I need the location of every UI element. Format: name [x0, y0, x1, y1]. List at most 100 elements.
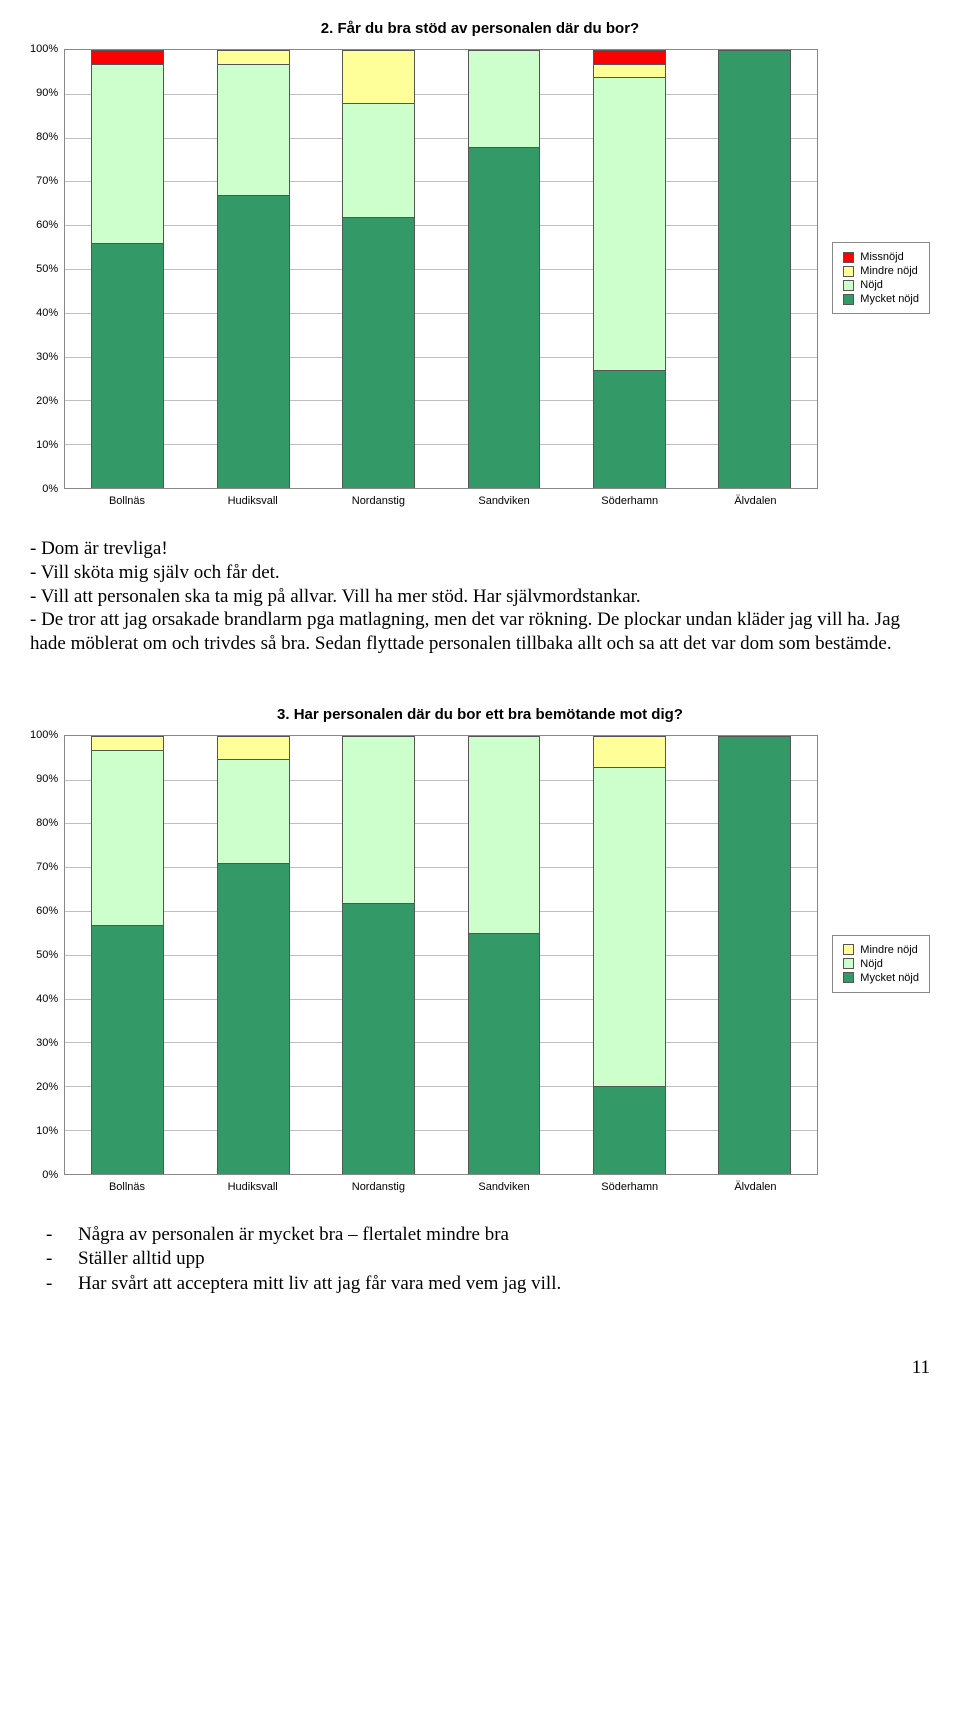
bullet-list: -Några av personalen är mycket bra – fle…	[46, 1223, 930, 1297]
bar-segment	[343, 737, 414, 903]
bar	[593, 736, 666, 1174]
x-axis-label: Älvdalen	[693, 1181, 819, 1193]
bar-segment	[92, 925, 163, 1174]
bar-slot	[692, 50, 817, 488]
chart-1-y-axis: 100%90%80%70%60%50%40%30%20%10%0%	[30, 49, 64, 489]
bar-segment	[343, 217, 414, 488]
legend-label: Nöjd	[860, 279, 883, 291]
bar-segment	[343, 903, 414, 1174]
legend-swatch	[843, 972, 854, 983]
body-paragraph: - Dom är trevliga! - Vill sköta mig själ…	[30, 537, 910, 656]
legend-label: Mycket nöjd	[860, 293, 919, 305]
bar-segment	[594, 737, 665, 768]
bar	[91, 736, 164, 1174]
body-paragraph-text: - Dom är trevliga! - Vill sköta mig själ…	[30, 537, 910, 656]
legend-swatch	[843, 944, 854, 955]
x-axis-label: Bollnäs	[64, 495, 190, 507]
legend-swatch	[843, 266, 854, 277]
x-axis-label: Sandviken	[441, 495, 567, 507]
page-number: 11	[30, 1357, 930, 1379]
chart-2-area: 100%90%80%70%60%50%40%30%20%10%0% Bollnä…	[30, 735, 930, 1193]
bar-slot	[567, 736, 692, 1174]
bar-slot	[65, 736, 190, 1174]
bullet-item: -Ställer alltid upp	[46, 1247, 930, 1272]
bullet-item: -Har svårt att acceptera mitt liv att ja…	[46, 1272, 930, 1297]
chart-2-legend: Mindre nöjd Nöjd Mycket nöjd	[832, 935, 930, 993]
bar-segment	[469, 147, 540, 488]
bar	[342, 736, 415, 1174]
bar-segment	[92, 51, 163, 64]
bullet-item: -Några av personalen är mycket bra – fle…	[46, 1223, 930, 1248]
legend-label: Mindre nöjd	[860, 944, 917, 956]
bar	[217, 736, 290, 1174]
bar-segment	[218, 195, 289, 488]
chart-1-plot	[64, 49, 818, 489]
bar	[468, 736, 541, 1174]
bar-segment	[218, 51, 289, 64]
bar-slot	[441, 736, 566, 1174]
legend-item: Mycket nöjd	[843, 293, 919, 305]
bar-slot	[316, 50, 441, 488]
bar	[718, 736, 791, 1174]
legend-item: Mycket nöjd	[843, 972, 919, 984]
bar-segment	[343, 103, 414, 217]
bar-segment	[594, 370, 665, 488]
chart-1-x-axis: BollnäsHudiksvallNordanstigSandvikenSöde…	[64, 495, 818, 507]
bar-slot	[567, 50, 692, 488]
bar-segment	[92, 750, 163, 925]
bar-segment	[594, 767, 665, 1086]
bar	[217, 50, 290, 488]
bar-slot	[692, 736, 817, 1174]
bullet-dash: -	[46, 1272, 78, 1297]
x-axis-label: Nordanstig	[316, 495, 442, 507]
bullet-dash: -	[46, 1223, 78, 1248]
bar-slot	[316, 736, 441, 1174]
bar	[718, 50, 791, 488]
bullet-text: Ställer alltid upp	[78, 1247, 205, 1272]
bar-slot	[191, 50, 316, 488]
chart-2-y-axis: 100%90%80%70%60%50%40%30%20%10%0%	[30, 735, 64, 1175]
bar-segment	[92, 64, 163, 243]
bar-segment	[469, 51, 540, 147]
legend-swatch	[843, 294, 854, 305]
chart-1-title: 2. Får du bra stöd av personalen där du …	[30, 20, 930, 37]
chart-2-bars	[65, 736, 817, 1174]
chart-2-title: 3. Har personalen där du bor ett bra bem…	[30, 706, 930, 723]
bullet-text: Har svårt att acceptera mitt liv att jag…	[78, 1272, 561, 1297]
legend-item: Mindre nöjd	[843, 265, 919, 277]
bar-slot	[441, 50, 566, 488]
bar-slot	[191, 736, 316, 1174]
legend-item: Nöjd	[843, 279, 919, 291]
legend-swatch	[843, 958, 854, 969]
legend-label: Nöjd	[860, 958, 883, 970]
bar-segment	[719, 737, 790, 1174]
bar-segment	[343, 51, 414, 103]
bar-segment	[218, 863, 289, 1173]
bar-segment	[594, 64, 665, 77]
legend-item: Missnöjd	[843, 251, 919, 263]
bar-segment	[218, 759, 289, 864]
bar-segment	[218, 64, 289, 195]
bullet-text: Några av personalen är mycket bra – fler…	[78, 1223, 509, 1248]
chart-2: 3. Har personalen där du bor ett bra bem…	[30, 706, 930, 1193]
chart-1-legend: Missnöjd Mindre nöjd Nöjd Mycket nöjd	[832, 242, 930, 314]
bar	[91, 50, 164, 488]
x-axis-label: Sandviken	[441, 1181, 567, 1193]
x-axis-label: Nordanstig	[316, 1181, 442, 1193]
legend-item: Mindre nöjd	[843, 944, 919, 956]
bar-segment	[594, 51, 665, 64]
legend-label: Missnöjd	[860, 251, 903, 263]
chart-1: 2. Får du bra stöd av personalen där du …	[30, 20, 930, 507]
legend-swatch	[843, 252, 854, 263]
chart-2-plot	[64, 735, 818, 1175]
legend-item: Nöjd	[843, 958, 919, 970]
chart-2-x-axis: BollnäsHudiksvallNordanstigSandvikenSöde…	[64, 1181, 818, 1193]
bar-segment	[594, 1086, 665, 1173]
bar-segment	[218, 737, 289, 759]
chart-1-bars	[65, 50, 817, 488]
x-axis-label: Bollnäs	[64, 1181, 190, 1193]
x-axis-label: Älvdalen	[693, 495, 819, 507]
x-axis-label: Hudiksvall	[190, 1181, 316, 1193]
bar	[468, 50, 541, 488]
legend-swatch	[843, 280, 854, 291]
